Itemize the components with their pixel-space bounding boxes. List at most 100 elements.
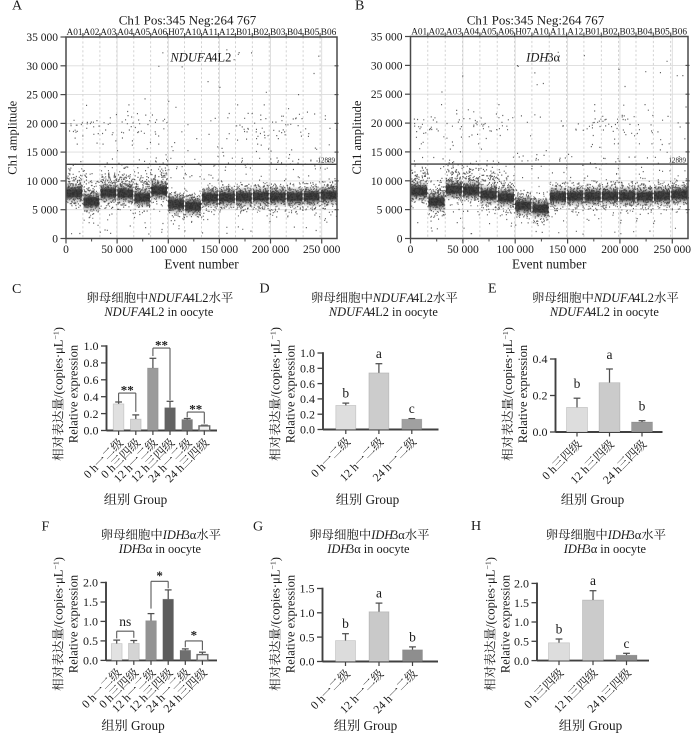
svg-text:H07: H07 <box>168 28 184 38</box>
svg-text:3α: 3α <box>184 528 197 542</box>
svg-text:G: G <box>253 520 263 535</box>
svg-text:0: 0 <box>63 244 69 256</box>
svg-text:4L2 in oocyte: 4L2 in oocyte <box>590 305 659 319</box>
svg-text:Ch1 amplitude: Ch1 amplitude <box>6 100 20 174</box>
svg-text:): ) <box>52 327 66 331</box>
svg-text:A01: A01 <box>411 28 427 38</box>
svg-text:1.0: 1.0 <box>514 615 529 629</box>
svg-text:NDUFA: NDUFA <box>593 291 636 305</box>
svg-text:IDH: IDH <box>162 528 186 542</box>
svg-text:): ) <box>269 327 283 331</box>
svg-text:A06: A06 <box>151 28 167 38</box>
svg-text:A04: A04 <box>463 28 479 38</box>
svg-text:Event number: Event number <box>164 257 239 272</box>
svg-text:−1: −1 <box>268 331 277 339</box>
svg-text:H: H <box>471 519 481 534</box>
svg-text:Relative expression: Relative expression <box>283 344 297 443</box>
svg-text:B02: B02 <box>253 28 269 38</box>
svg-text:E: E <box>488 282 497 297</box>
svg-text:B: B <box>355 0 364 14</box>
svg-text:/(copies·μL: /(copies·μL <box>52 569 66 628</box>
svg-text:0.4: 0.4 <box>84 390 99 404</box>
svg-text:30 000: 30 000 <box>371 60 403 72</box>
svg-text:Group: Group <box>587 492 624 507</box>
svg-text:0.4: 0.4 <box>300 392 315 406</box>
svg-text:15 000: 15 000 <box>26 147 58 159</box>
svg-text:B06: B06 <box>672 28 688 38</box>
svg-text:c: c <box>409 401 415 416</box>
svg-text:b: b <box>342 616 349 631</box>
svg-text:4L2: 4L2 <box>413 291 433 305</box>
svg-text:0.0: 0.0 <box>514 654 529 668</box>
svg-text:25 000: 25 000 <box>26 90 58 102</box>
svg-text:0.5: 0.5 <box>83 634 98 648</box>
svg-text:−1: −1 <box>51 331 60 339</box>
svg-text:B03: B03 <box>270 28 286 38</box>
svg-text:100 000: 100 000 <box>497 244 535 256</box>
svg-text:4L2: 4L2 <box>634 291 654 305</box>
svg-text:1.0: 1.0 <box>300 606 315 620</box>
svg-text:15 000: 15 000 <box>371 147 403 159</box>
svg-text:−1: −1 <box>501 331 510 339</box>
svg-text:/(copies·μL: /(copies·μL <box>269 339 283 398</box>
svg-text:NDUFA: NDUFA <box>103 305 146 319</box>
svg-text:1.5: 1.5 <box>83 595 98 609</box>
svg-text:a: a <box>376 346 382 361</box>
svg-text:3α: 3α <box>629 528 642 542</box>
svg-text:A02: A02 <box>428 28 444 38</box>
svg-text:1.0: 1.0 <box>83 615 98 629</box>
svg-text:A02: A02 <box>83 28 99 38</box>
svg-text:10 000: 10 000 <box>371 176 403 188</box>
svg-text:A01: A01 <box>66 28 82 38</box>
svg-text:B05: B05 <box>654 28 670 38</box>
svg-text:/(copies·μL: /(copies·μL <box>484 569 498 628</box>
svg-text:*: * <box>191 627 198 642</box>
svg-text:b: b <box>574 376 581 391</box>
svg-text:A06: A06 <box>498 28 514 38</box>
svg-text:35 000: 35 000 <box>371 32 403 44</box>
svg-text:3α in oocyte: 3α in oocyte <box>585 542 647 556</box>
svg-text:a: a <box>376 586 382 601</box>
svg-text:/(copies·μL: /(copies·μL <box>269 569 283 628</box>
svg-text:4L2 in oocyte: 4L2 in oocyte <box>369 305 438 319</box>
svg-text:1.0: 1.0 <box>300 346 315 360</box>
svg-text:3α in oocyte: 3α in oocyte <box>348 542 410 556</box>
svg-text:*: * <box>156 568 163 583</box>
svg-text:Group: Group <box>362 492 399 507</box>
svg-text:3α in oocyte: 3α in oocyte <box>140 542 202 556</box>
svg-text:1.5: 1.5 <box>514 596 529 610</box>
svg-text:200 000: 200 000 <box>252 244 290 256</box>
svg-text:NDUFA: NDUFA <box>169 51 212 65</box>
svg-text:NDUFA: NDUFA <box>328 305 371 319</box>
svg-text:A03: A03 <box>100 28 116 38</box>
svg-text:Relative expression: Relative expression <box>498 574 512 673</box>
svg-text:A12: A12 <box>567 28 583 38</box>
svg-text:12889: 12889 <box>669 157 687 165</box>
svg-text:3α: 3α <box>547 51 560 65</box>
svg-text:): ) <box>52 557 66 561</box>
svg-text:0.2: 0.2 <box>533 389 548 403</box>
svg-text:): ) <box>269 557 283 561</box>
svg-text:A11: A11 <box>550 28 566 38</box>
svg-text:A12: A12 <box>219 28 235 38</box>
svg-text:A05: A05 <box>480 28 496 38</box>
svg-text:Group: Group <box>585 718 622 733</box>
svg-text:250 000: 250 000 <box>654 244 692 256</box>
svg-text:0.0: 0.0 <box>83 654 98 668</box>
svg-text:**: ** <box>121 382 134 397</box>
svg-text:0.8: 0.8 <box>84 356 99 370</box>
svg-text:B01: B01 <box>236 28 252 38</box>
svg-text:A04: A04 <box>117 28 133 38</box>
svg-text:a: a <box>590 573 596 588</box>
svg-text:0.5: 0.5 <box>300 630 315 644</box>
svg-text:/(copies·μL: /(copies·μL <box>501 339 515 398</box>
svg-text:20 000: 20 000 <box>26 118 58 130</box>
svg-text:4L2 in oocyte: 4L2 in oocyte <box>145 305 214 319</box>
svg-text:C: C <box>12 282 21 297</box>
svg-text:150 000: 150 000 <box>549 244 587 256</box>
svg-text:10 000: 10 000 <box>26 176 58 188</box>
svg-text:Relative expression: Relative expression <box>66 344 80 443</box>
svg-text:−1: −1 <box>483 561 492 569</box>
svg-text:ns: ns <box>119 614 131 629</box>
svg-text:20 000: 20 000 <box>371 118 403 130</box>
